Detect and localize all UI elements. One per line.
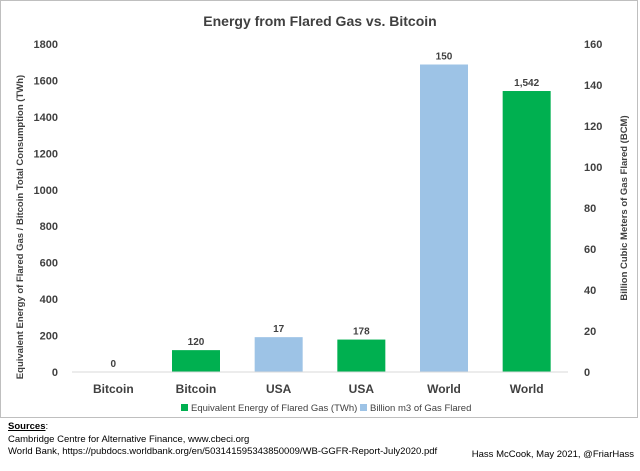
y2-tick-label: 60 xyxy=(584,244,596,256)
y-tick-label: 400 xyxy=(40,294,58,306)
y2-tick-label: 20 xyxy=(584,326,596,338)
chart: Energy from Flared Gas vs. Bitcoin 02004… xyxy=(15,13,630,414)
y-tick-label: 1000 xyxy=(34,185,58,197)
y2-tick-label: 160 xyxy=(584,39,602,51)
y2-tick-label: 140 xyxy=(584,80,602,92)
data-label: 17 xyxy=(273,324,285,335)
bar xyxy=(337,339,386,372)
y2-tick-label: 100 xyxy=(584,162,602,174)
x-tick-label: USA xyxy=(349,382,375,396)
sources-colon: : xyxy=(45,421,49,432)
y-axis-label: Equivalent Energy of Flared Gas / Bitcoi… xyxy=(15,75,26,379)
x-tick-label: USA xyxy=(266,382,292,396)
y-tick-label: 0 xyxy=(52,367,58,379)
data-label: 1,542 xyxy=(514,78,539,89)
y2-tick-label: 40 xyxy=(584,285,596,297)
source-line-1: Cambridge Centre for Alternative Finance… xyxy=(8,433,250,445)
x-tick-label: Bitcoin xyxy=(93,382,134,396)
y-tick-label: 800 xyxy=(40,221,58,233)
x-tick-label: World xyxy=(510,382,544,396)
bar xyxy=(172,350,220,372)
legend: Equivalent Energy of Flared Gas (TWh) Bi… xyxy=(181,403,471,414)
y-tick-label: 1800 xyxy=(34,39,58,51)
y2-tick-label: 0 xyxy=(584,367,590,379)
chart-title: Energy from Flared Gas vs. Bitcoin xyxy=(203,13,436,29)
x-tick-label: Bitcoin xyxy=(176,382,217,396)
source-line-2: World Bank, https://pubdocs.worldbank.or… xyxy=(8,446,438,457)
y-tick-label: 600 xyxy=(40,258,58,270)
sources-footer: Sources: Cambridge Centre for Alternativ… xyxy=(8,421,632,469)
legend-swatch-flared xyxy=(360,404,367,411)
y-tick-label: 1400 xyxy=(34,112,58,124)
y2-tick-label: 80 xyxy=(584,203,596,215)
sources-heading: Sources: xyxy=(8,421,632,434)
x-tick-label: World xyxy=(427,382,461,396)
y2-axis-label: Billion Cubic Meters of Gas Flared (BCM) xyxy=(619,115,630,300)
y-tick-label: 1600 xyxy=(34,75,58,87)
y-tick-label: 200 xyxy=(40,331,58,343)
legend-swatch-energy xyxy=(181,404,188,411)
data-label: 150 xyxy=(436,52,453,63)
legend-label-energy: Equivalent Energy of Flared Gas (TWh) xyxy=(191,403,357,414)
data-label: 120 xyxy=(188,337,205,348)
legend-label-flared: Billion m3 of Gas Flared xyxy=(370,403,471,414)
bar xyxy=(420,64,468,372)
data-label: 0 xyxy=(111,359,117,370)
bar xyxy=(254,337,303,372)
credit-text: Hass McCook, May 2021, @FriarHass xyxy=(471,449,634,460)
data-label: 178 xyxy=(353,327,370,338)
y-tick-label: 1200 xyxy=(34,148,58,160)
y2-tick-label: 120 xyxy=(584,121,602,133)
bar xyxy=(502,91,551,372)
sources-title: Sources xyxy=(8,421,46,432)
